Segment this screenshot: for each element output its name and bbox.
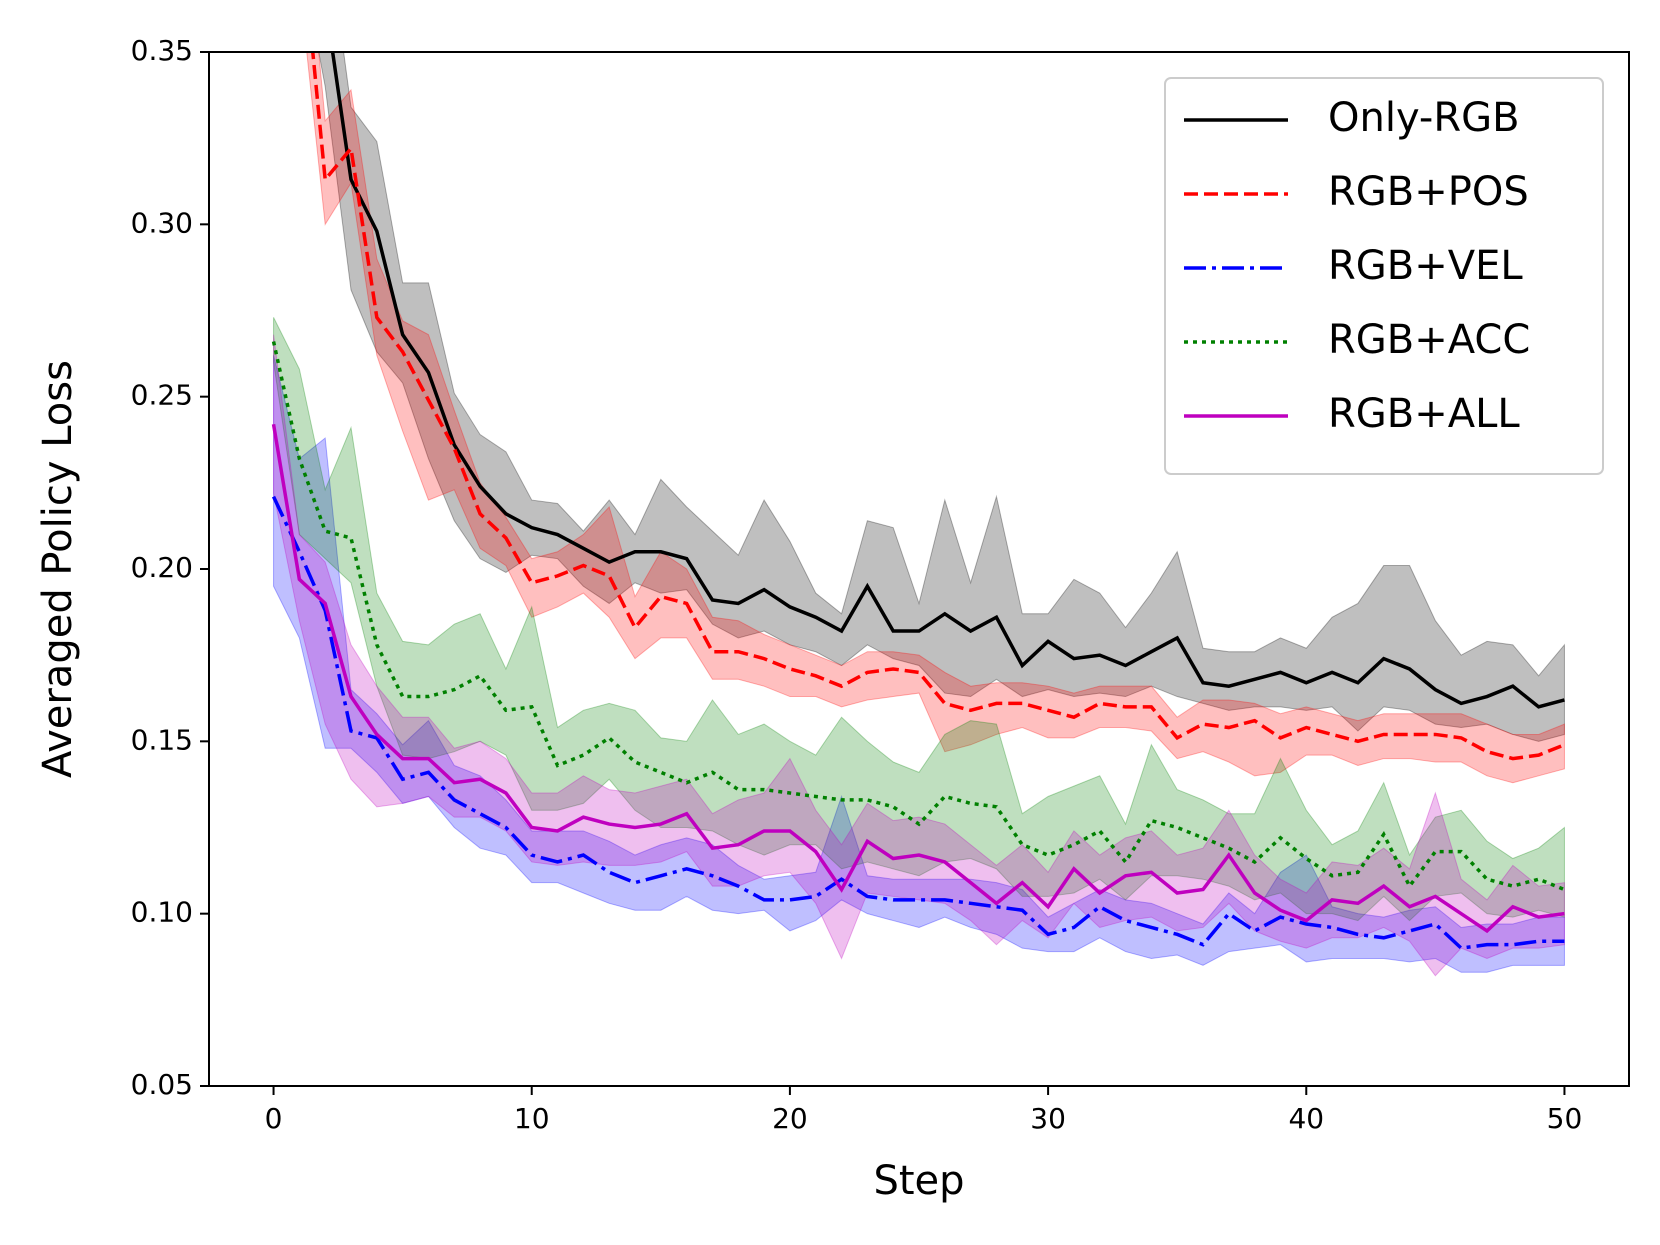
y-tick-label: 0.30 — [131, 206, 193, 239]
legend-label: RGB+ACC — [1328, 317, 1530, 363]
x-tick-label: 50 — [1547, 1102, 1583, 1135]
y-tick-label: 0.25 — [131, 379, 193, 412]
series-line — [311, 52, 1566, 761]
legend: Only-RGB RGB+POS RGB+VEL RGB+ACC RGB+ALL — [1164, 77, 1604, 475]
ticks: 0 10 20 30 40 50 0.05 0.10 0.15 0.20 0.25 0.30 0.35 — [131, 34, 1583, 1135]
error-band — [318, 52, 1565, 742]
series-line — [271, 341, 1566, 892]
error-band — [273, 334, 1565, 977]
legend-label: RGB+POS — [1328, 169, 1529, 215]
series-line — [271, 423, 1565, 934]
series-line — [271, 495, 1565, 950]
legend-label: RGB+VEL — [1328, 243, 1523, 289]
y-tick-label: 0.05 — [131, 1068, 193, 1101]
y-tick-label: 0.35 — [131, 34, 193, 67]
x-tick-label: 40 — [1288, 1102, 1324, 1135]
legend-box — [1164, 77, 1604, 475]
lines — [271, 52, 1566, 950]
legend-label: Only-RGB — [1328, 95, 1520, 141]
y-tick-label: 0.15 — [131, 723, 193, 756]
y-tick-label: 0.10 — [131, 896, 193, 929]
error-band — [273, 317, 1565, 922]
x-tick-label: 30 — [1030, 1102, 1066, 1135]
x-tick-label: 10 — [514, 1102, 550, 1135]
x-axis-label: Step — [873, 1158, 964, 1204]
series-line — [330, 52, 1565, 709]
legend-label: RGB+ALL — [1328, 391, 1520, 437]
error-band — [273, 355, 1565, 973]
x-tick-label: 0 — [265, 1102, 283, 1135]
x-tick-label: 20 — [772, 1102, 808, 1135]
y-tick-label: 0.20 — [131, 551, 193, 584]
y-axis-label: Averaged Policy Loss — [35, 360, 81, 778]
